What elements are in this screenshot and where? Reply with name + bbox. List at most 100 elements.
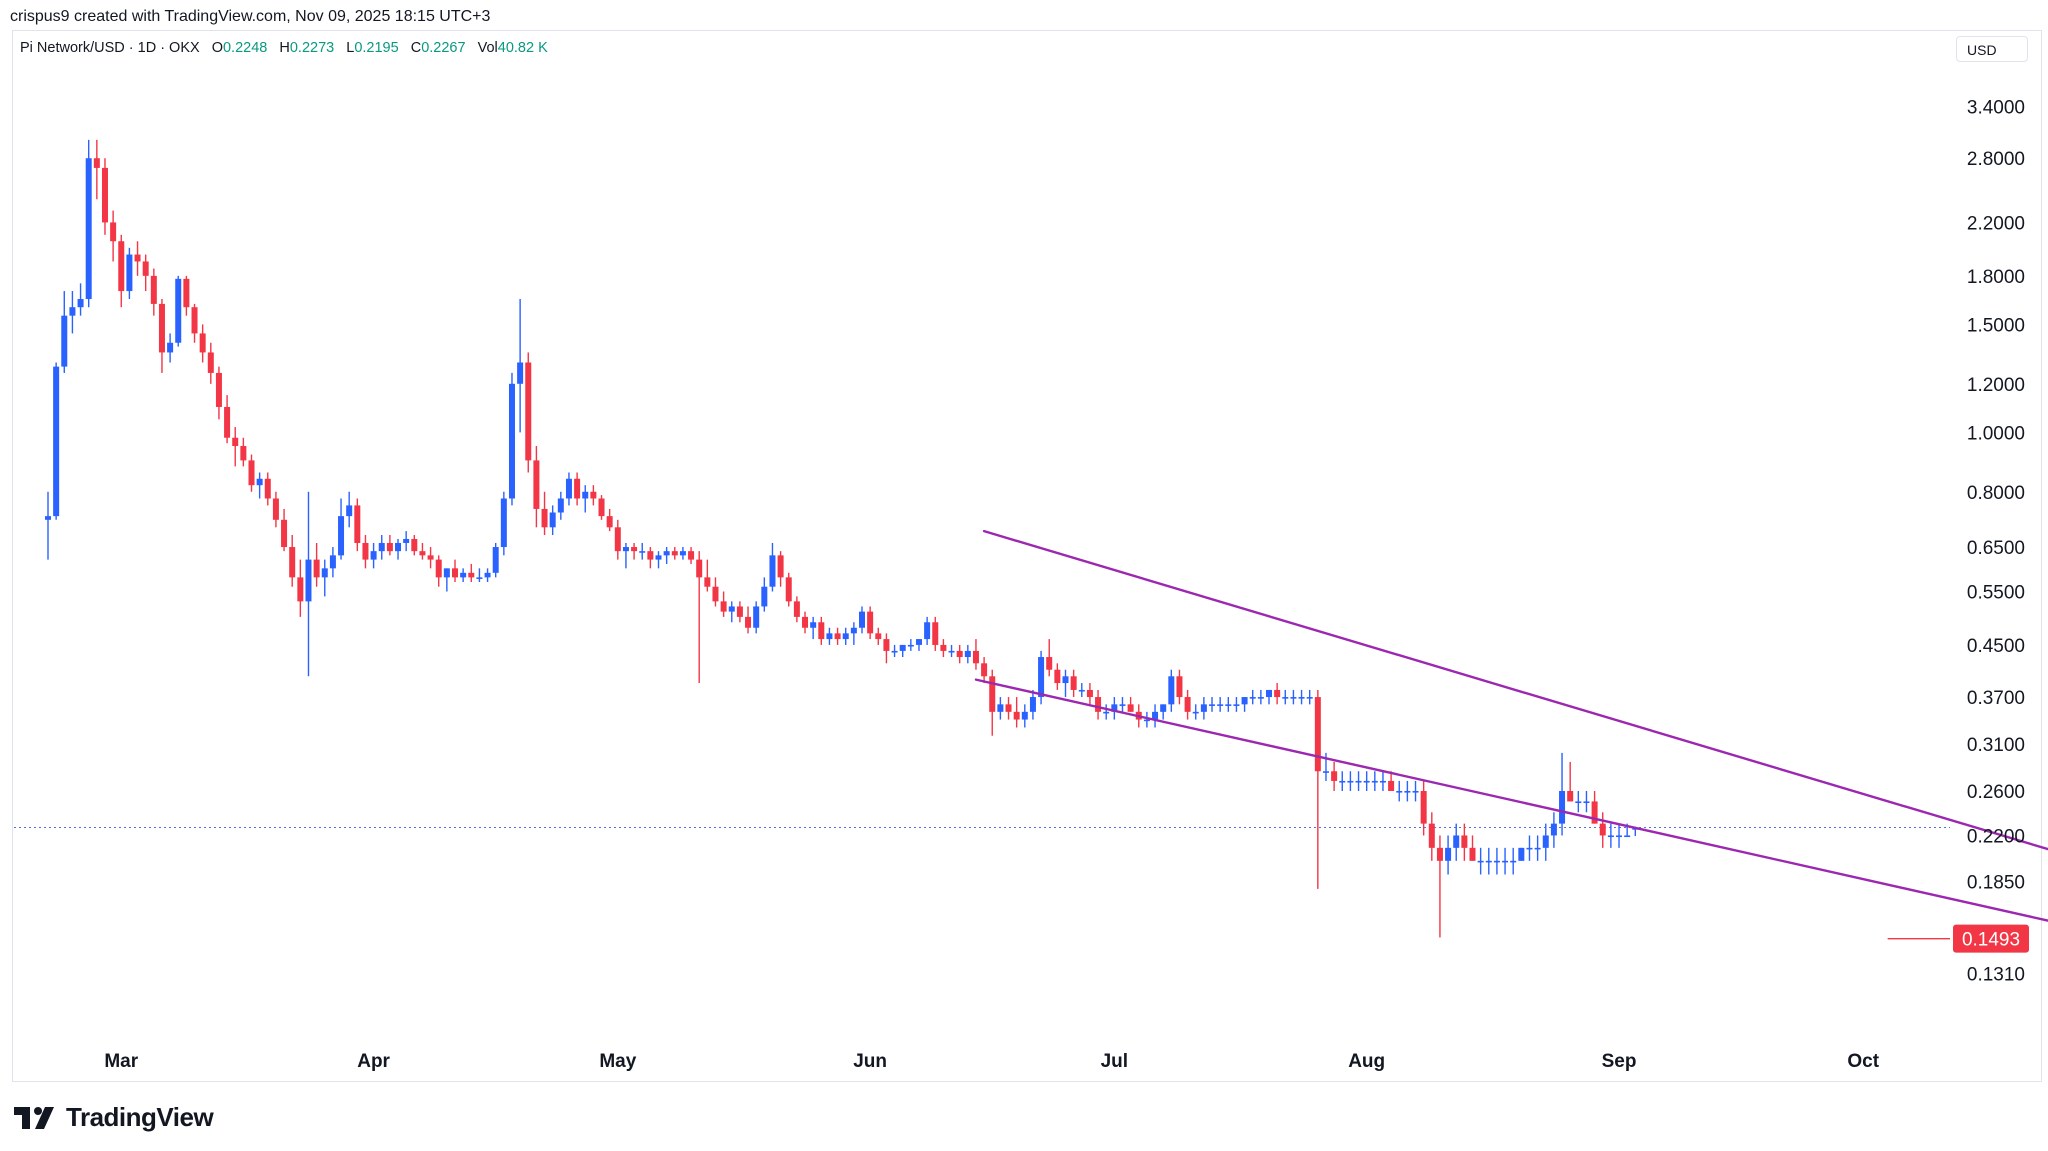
price-tick-label: 3.4000 <box>1967 98 2025 119</box>
legend-low-label: L <box>346 40 355 56</box>
legend-symbol[interactable]: Pi Network/USD · 1D · OKX <box>20 40 200 56</box>
candle-body <box>907 644 914 647</box>
candle <box>598 495 605 520</box>
candle <box>1290 689 1297 705</box>
candle-body <box>753 606 760 628</box>
candle-body <box>1624 835 1631 838</box>
candle-body <box>248 460 255 486</box>
legend-close-label: C <box>410 40 422 56</box>
candle-body <box>1388 780 1395 791</box>
candle <box>508 372 515 506</box>
candle <box>1363 771 1370 791</box>
candle <box>631 542 638 560</box>
price-tick-label: 1.5000 <box>1967 315 2025 336</box>
price-tick-label: 0.4500 <box>1967 636 2025 657</box>
candle-body <box>1168 676 1175 705</box>
trendline[interactable] <box>974 678 2048 960</box>
candle-body <box>69 307 76 316</box>
candle-body <box>1436 847 1443 861</box>
tradingview-logo[interactable]: TradingView <box>14 1102 214 1133</box>
price-tick-label: 2.8000 <box>1967 149 2025 170</box>
candle <box>1225 697 1232 712</box>
candle <box>158 299 165 373</box>
candle-body <box>769 555 776 587</box>
candle-body <box>1290 697 1297 699</box>
candle <box>468 563 475 582</box>
candle-body <box>1502 860 1509 863</box>
candle-body <box>1461 835 1468 848</box>
candle <box>989 669 996 736</box>
candle-body <box>631 547 638 552</box>
candle-body <box>240 445 247 461</box>
candle-body <box>761 586 768 607</box>
time-axis[interactable]: MarAprMayJunJulAugSepOctNov <box>104 1051 2048 1072</box>
candle <box>1436 835 1443 938</box>
candle <box>769 542 776 592</box>
candle-body <box>1298 697 1305 699</box>
candle-body <box>1599 823 1606 836</box>
candle-body <box>842 633 849 640</box>
currency-button[interactable]: USD <box>1956 36 2028 62</box>
candle <box>452 559 458 582</box>
candle <box>1152 704 1159 728</box>
candle <box>533 445 540 528</box>
candle <box>338 498 345 560</box>
candle-body <box>134 254 141 262</box>
price-axis[interactable]: 3.4000 2.8000 2.2000 1.8000 1.5000 1.2000 1.00… <box>1953 98 2029 986</box>
candle-body <box>1420 790 1427 824</box>
candle-body <box>1339 780 1346 783</box>
candle <box>899 644 906 658</box>
candle-body <box>932 622 939 645</box>
candle-body <box>1152 711 1159 720</box>
candle <box>1428 812 1435 861</box>
candle <box>126 247 133 300</box>
candle <box>549 505 556 536</box>
candle <box>826 627 833 645</box>
candle <box>565 472 572 506</box>
candle <box>1306 689 1313 705</box>
time-tick-label: Sep <box>1602 1051 1637 1072</box>
candle-body <box>1274 689 1281 698</box>
price-tick-label: 2.2000 <box>1967 213 2025 234</box>
candle-body <box>671 551 678 556</box>
candle-body <box>1542 835 1549 848</box>
candle-body <box>940 644 947 651</box>
candle <box>1086 683 1093 705</box>
candle-body <box>1192 711 1199 714</box>
candle-body <box>207 352 214 373</box>
trendlines[interactable] <box>974 529 2048 960</box>
candle-body <box>728 606 735 612</box>
candle-body <box>281 519 288 548</box>
candle-body <box>1046 657 1053 670</box>
candle-body <box>1550 823 1557 836</box>
candle-body <box>167 342 174 353</box>
candle-body <box>1143 719 1150 722</box>
candle <box>867 606 874 640</box>
candle-body <box>443 568 450 578</box>
candle <box>272 491 279 528</box>
candle <box>696 551 703 684</box>
candle <box>362 535 369 569</box>
symbol-legend: Pi Network/USD · 1D · OKX O0.2248 H0.227… <box>20 40 548 56</box>
candle-body <box>175 278 182 343</box>
candle-body <box>264 478 271 499</box>
candle-body <box>1078 689 1085 692</box>
candle-body <box>272 498 279 520</box>
candle <box>932 616 939 651</box>
candle <box>1192 704 1199 720</box>
candle <box>663 547 670 564</box>
candle-body <box>826 633 833 640</box>
trendline[interactable] <box>982 529 2048 901</box>
candle <box>484 568 491 582</box>
candle-body <box>1559 790 1566 824</box>
candle-body <box>1086 689 1093 698</box>
candle-body <box>85 158 92 300</box>
candle-body <box>1396 790 1403 793</box>
candle-body <box>1225 704 1232 706</box>
candle-body <box>354 505 361 543</box>
candle <box>1070 669 1077 698</box>
candle-body <box>1054 669 1061 684</box>
candle <box>1534 835 1541 861</box>
candle <box>785 572 792 607</box>
